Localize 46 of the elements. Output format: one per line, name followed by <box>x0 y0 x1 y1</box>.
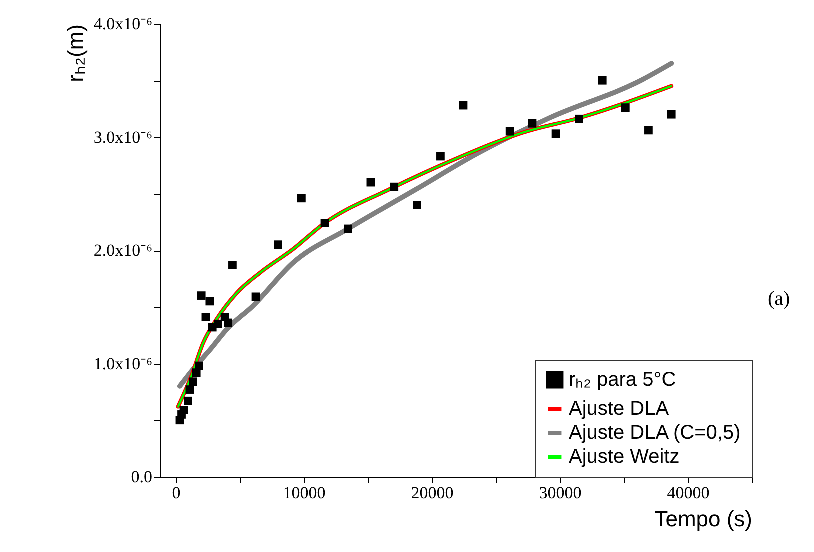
x-tick-label: 10000 <box>283 484 326 502</box>
y-tick-label: 3.0x10⁻⁶ <box>94 128 153 147</box>
point <box>644 126 653 135</box>
point <box>506 127 514 136</box>
x-tick-label: 30000 <box>539 484 582 502</box>
point <box>206 297 214 306</box>
x-tick-label: 40000 <box>667 484 710 502</box>
point <box>436 152 445 161</box>
point <box>528 119 537 128</box>
y-axis-title: rₕ₂(m) <box>62 24 88 82</box>
legend-label: Ajuste DLA <box>569 398 670 420</box>
point <box>667 110 676 119</box>
x-axis-title: Tempo (s) <box>654 506 752 532</box>
point <box>298 194 306 203</box>
point <box>274 240 282 250</box>
point <box>344 224 352 234</box>
legend-label: Ajuste DLA (C=0,5) <box>569 422 741 444</box>
point <box>459 101 468 110</box>
point <box>195 362 204 370</box>
y-tick-label: 4.0x10⁻⁶ <box>94 14 153 34</box>
y-tick-label: 2.0x10⁻⁶ <box>94 241 153 260</box>
point <box>575 114 584 124</box>
point <box>552 130 560 138</box>
text: (a) <box>768 288 790 311</box>
point <box>390 182 399 192</box>
point <box>252 292 260 302</box>
point <box>366 178 376 187</box>
point <box>598 76 607 85</box>
point <box>621 104 630 112</box>
x-tick-label: 20000 <box>411 484 454 502</box>
x-tick-label: 0 <box>172 484 181 502</box>
point <box>202 313 210 322</box>
point <box>228 261 237 270</box>
point <box>184 396 192 406</box>
point <box>189 378 198 386</box>
point <box>320 219 330 228</box>
point <box>413 201 422 210</box>
y-tick-label: 1.0x10⁻⁶ <box>94 354 153 374</box>
point <box>180 406 188 414</box>
point <box>186 386 194 394</box>
legend-label: rₕ₂ para 5°C <box>569 369 676 391</box>
legend-label: Ajuste Weitz <box>569 446 680 468</box>
point <box>224 318 233 328</box>
point <box>197 292 206 300</box>
point <box>214 320 222 328</box>
y-tick-label: 0.0 <box>131 468 152 486</box>
